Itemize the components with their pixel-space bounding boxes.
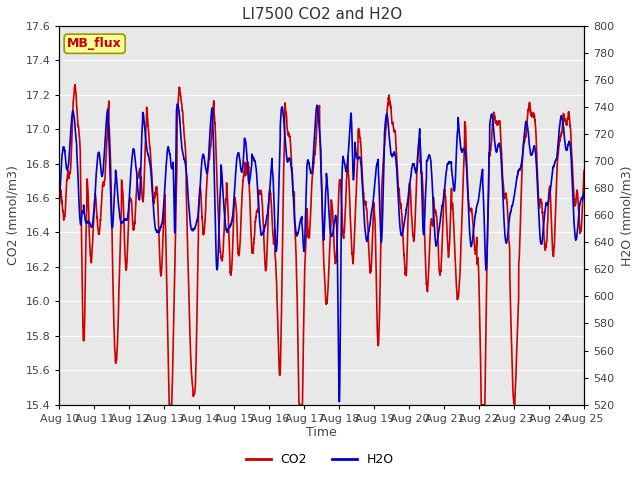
H2O — [580, 191, 588, 196]
Y-axis label: CO2 (mmol/m3): CO2 (mmol/m3) — [7, 165, 20, 265]
H2O — [373, 160, 381, 166]
Y-axis label: H2O (mmol/m3): H2O (mmol/m3) — [620, 165, 633, 265]
H2O — [168, 166, 175, 171]
H2O — [531, 144, 538, 149]
CO2 — [580, 170, 588, 176]
CO2 — [580, 167, 588, 173]
Line: H2O: H2O — [60, 104, 584, 402]
H2O — [202, 167, 210, 172]
CO2 — [71, 82, 79, 87]
Line: CO2: CO2 — [60, 84, 584, 405]
H2O — [335, 399, 343, 405]
H2O — [382, 113, 390, 119]
H2O — [56, 199, 63, 204]
H2O — [580, 189, 588, 195]
CO2 — [531, 116, 538, 122]
Legend: CO2, H2O: CO2, H2O — [241, 448, 399, 471]
CO2 — [382, 124, 390, 130]
CO2 — [202, 191, 210, 196]
CO2 — [166, 402, 173, 408]
CO2 — [373, 315, 381, 321]
Text: MB_flux: MB_flux — [67, 37, 122, 50]
CO2 — [168, 387, 176, 393]
Title: LI7500 CO2 and H2O: LI7500 CO2 and H2O — [242, 7, 402, 22]
H2O — [173, 101, 181, 107]
X-axis label: Time: Time — [307, 426, 337, 440]
CO2 — [56, 201, 63, 206]
